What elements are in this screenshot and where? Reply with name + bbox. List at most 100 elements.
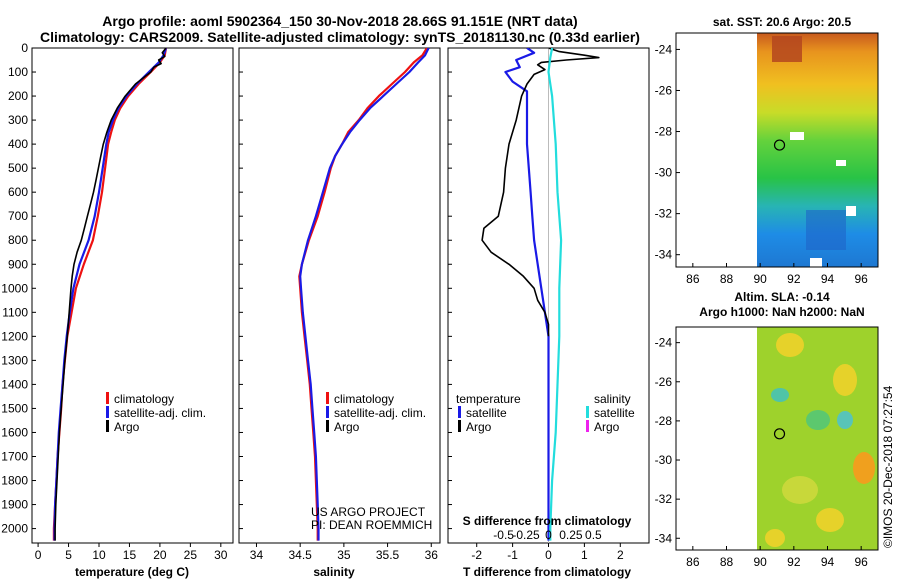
map-lat-label: -30 (655, 166, 673, 180)
sst-map-land-mask (676, 33, 757, 267)
x-tick-label: 0 (35, 548, 42, 562)
map-lon-label: 96 (854, 555, 868, 569)
depth-tick-label: 200 (8, 89, 28, 103)
series-line-satellite-adj-clim- (299, 48, 430, 541)
legend-label-t-argo: Argo (466, 420, 492, 434)
legend-label-satellite: satellite-adj. clim. (114, 406, 206, 420)
depth-tick-label: 1700 (1, 449, 28, 463)
depth-tick-label: 700 (8, 209, 28, 223)
x-tick-label: 15 (123, 548, 137, 562)
legend-label-climatology: climatology (114, 392, 174, 406)
sla-blob-9 (837, 411, 853, 429)
depth-tick-label: 1100 (2, 305, 28, 319)
sst-missing-patch-1 (790, 132, 804, 140)
legend-swatch-satellite (106, 406, 109, 418)
map-lat-label: -30 (655, 453, 673, 467)
depth-tick-label: 800 (8, 233, 28, 247)
sla-map-title: Altim. SLA: -0.14 (734, 290, 830, 304)
series-line-t-satellite (504, 48, 550, 541)
map-lat-label: -32 (655, 207, 673, 221)
legend-swatch-argo (106, 420, 109, 432)
x-tick-label: 10 (92, 548, 106, 562)
x-tick-label: 30 (214, 548, 228, 562)
credit-line1: US ARGO PROJECT (311, 505, 426, 519)
x-tick-label: 0 (545, 548, 552, 562)
temperature-xlabel: temperature (deg C) (75, 565, 189, 579)
sst-missing-patch-3 (846, 206, 856, 216)
legend-label-argo: Argo (114, 420, 140, 434)
map-lon-label: 94 (821, 555, 835, 569)
map-lat-label: -26 (655, 375, 673, 389)
credit-line2: PI: DEAN ROEMMICH (311, 518, 432, 532)
x-tick-label: 35.5 (376, 548, 400, 562)
sla-blob-1 (776, 333, 804, 357)
depth-tick-label: 1300 (1, 353, 28, 367)
depth-tick-label: 1800 (1, 474, 28, 488)
map-lat-label: -34 (655, 248, 673, 262)
map-lon-label: 88 (720, 272, 734, 286)
depth-tick-label: 0 (21, 41, 28, 55)
difference-legend: temperature satellite Argo salinity sate… (456, 392, 635, 434)
legend-label-s-satellite: satellite (594, 406, 635, 420)
sla-map-subtitle: Argo h1000: NaN h2000: NaN (699, 305, 864, 319)
salinity-lines (298, 48, 430, 541)
imos-watermark: ©IMOS 20-Dec-2018 07:27:54 (881, 385, 895, 548)
depth-tick-label: 100 (8, 65, 28, 79)
depth-tick-label: 1200 (1, 329, 28, 343)
x-tick-label: -2 (471, 548, 482, 562)
legend-swatch-t-argo (458, 420, 461, 432)
x-tick-label: 2 (617, 548, 624, 562)
float-position-marker-sst (773, 139, 786, 151)
legend-label-s-argo: Argo (594, 420, 620, 434)
map-lon-label: 92 (787, 272, 801, 286)
sst-cool-patch (806, 210, 846, 250)
sla-blob-3 (806, 410, 830, 430)
figure-title-line1: Argo profile: aoml 5902364_150 30-Nov-20… (102, 13, 577, 29)
legend-swatch-argo-sal (326, 420, 329, 432)
sst-map-axes: 86 88 90 92 94 96 -24 -26 -28 -30 -32 -34 (655, 42, 869, 286)
sla-blob-7 (816, 508, 844, 532)
sst-map-title: sat. SST: 20.6 Argo: 20.5 (713, 15, 852, 29)
depth-tick-label: 1900 (1, 498, 28, 512)
map-lon-label: 86 (686, 272, 700, 286)
legend-swatch-satellite-sal (326, 406, 329, 418)
depth-tick-label: 1400 (1, 377, 28, 391)
difference-lines (481, 48, 600, 541)
sla-map-frame (675, 326, 879, 551)
legend-title-salinity: salinity (594, 392, 631, 406)
depth-axis: 0 100 200 300 400 500 600 700 800 900 1000 1100 1200… (1, 41, 452, 536)
map-lat-label: -28 (655, 414, 673, 428)
series-line-t-argo (481, 48, 600, 337)
salinity-difference-ticks: -0.5-0.25 0 0.25 0.5 (493, 528, 602, 542)
x-tick-label: 34 (250, 548, 264, 562)
series-line-argo (54, 48, 167, 541)
legend-swatch-t-satellite (458, 406, 461, 418)
map-lon-label: 92 (787, 555, 801, 569)
sla-blob-5 (853, 452, 875, 484)
legend-swatch-climatology-sal (326, 392, 329, 404)
series-line-climatology (298, 48, 428, 541)
map-lat-label: -32 (655, 492, 673, 506)
x-tick-label: 5 (65, 548, 72, 562)
x-tick-label: 20 (153, 548, 167, 562)
sla-map-axes: 86 88 90 92 94 96 -24 -26 -28 -30 -32 -34 (655, 336, 869, 569)
sst-heatmap (757, 33, 878, 267)
legend-label-climatology-sal: climatology (334, 392, 394, 406)
s-diff-tick-label: 0.25 (559, 528, 583, 542)
difference-xlabel: T difference from climatology (463, 565, 631, 579)
legend-swatch-climatology (106, 392, 109, 404)
salinity-legend: climatology satellite-adj. clim. Argo (326, 392, 426, 434)
depth-tick-label: 400 (8, 137, 28, 151)
map-lon-label: 86 (686, 555, 700, 569)
depth-tick-label: 900 (8, 257, 28, 271)
x-tick-label: 35 (337, 548, 351, 562)
sla-map-land-mask (676, 327, 757, 550)
sla-blob-2 (833, 364, 857, 396)
sst-missing-patch-4 (810, 258, 822, 267)
map-lon-label: 88 (720, 555, 734, 569)
map-lon-label: 90 (753, 272, 767, 286)
sla-blob-4 (771, 388, 789, 402)
legend-swatch-s-satellite (586, 406, 589, 418)
salinity-xlabel: salinity (313, 565, 355, 579)
s-diff-tick-label: 0.5 (585, 528, 602, 542)
